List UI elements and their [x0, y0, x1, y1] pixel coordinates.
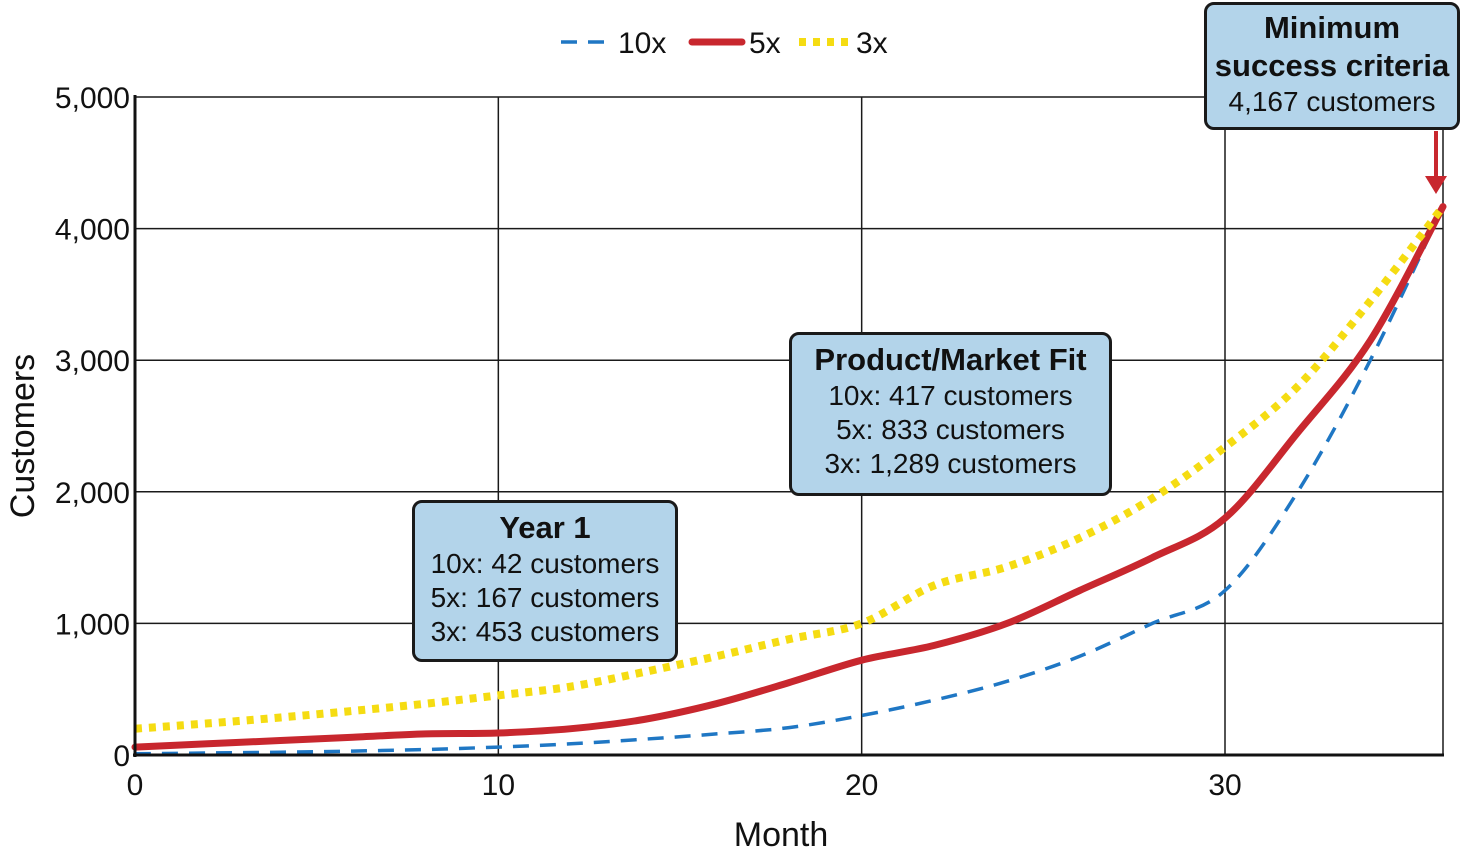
series-line-10x — [134, 205, 1445, 756]
annotation-line: 3x: 1,289 customers — [824, 448, 1077, 480]
y-tick-label: 2,000 — [55, 477, 130, 510]
annotation-line: 10x: 417 customers — [828, 379, 1073, 411]
annotation-title: success criteria — [1214, 47, 1450, 83]
annotation-title: Minimum — [1263, 10, 1401, 45]
x-axis-label: Month — [734, 816, 829, 854]
y-tick-label: 5,000 — [55, 82, 130, 115]
y-tick-label: 1,000 — [55, 608, 130, 641]
x-tick-label: 10 — [482, 769, 515, 802]
annotation-year-1: Year 1 10x: 42 customers 5x: 167 custome… — [412, 500, 678, 662]
y-tick-label: 3,000 — [55, 345, 130, 378]
tick-labels: 0 10 20 30 0 1,000 2,000 3,000 4,000 5,000 — [55, 82, 1242, 802]
arrow-head — [1425, 176, 1447, 194]
y-axis-label: Customers — [4, 354, 42, 518]
annotation-line: 4,167 customers — [1228, 85, 1436, 117]
annotation-line: 10x: 42 customers — [430, 547, 660, 579]
annotation-title: Year 1 — [499, 510, 591, 545]
x-tick-label: 0 — [127, 769, 144, 802]
y-tick-label: 0 — [113, 740, 130, 773]
annotation-arrow — [1425, 131, 1447, 194]
annotation-minimum-success: Minimum success criteria 4,167 customers — [1204, 2, 1460, 130]
legend-label-3x: 3x — [856, 27, 888, 60]
x-tick-label: 20 — [845, 769, 878, 802]
annotation-line: 3x: 453 customers — [430, 616, 660, 648]
legend-label-10x: 10x — [618, 27, 666, 60]
legend-label-5x: 5x — [749, 27, 781, 60]
annotation-line: 5x: 167 customers — [430, 581, 660, 613]
series-lines — [131, 203, 1447, 756]
annotation-line: 5x: 833 customers — [836, 413, 1065, 445]
legend: 10x 5x 3x — [561, 27, 888, 60]
series-line-3x — [134, 204, 1447, 733]
axes — [133, 95, 1444, 757]
x-tick-label: 30 — [1208, 769, 1241, 802]
annotation-title: Product/Market Fit — [814, 342, 1087, 377]
series-line-5x — [131, 203, 1447, 751]
annotation-product-market-fit: Product/Market Fit 10x: 417 customers 5x… — [789, 332, 1112, 496]
y-tick-label: 4,000 — [55, 214, 130, 247]
